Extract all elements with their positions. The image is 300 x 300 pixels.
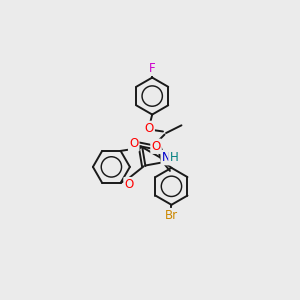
Text: H: H [169, 151, 178, 164]
Text: N: N [162, 151, 170, 164]
Text: O: O [145, 122, 154, 135]
Text: F: F [149, 62, 155, 75]
Text: O: O [152, 140, 161, 153]
Text: O: O [129, 137, 138, 150]
Text: O: O [124, 178, 134, 191]
Text: Br: Br [165, 209, 178, 222]
